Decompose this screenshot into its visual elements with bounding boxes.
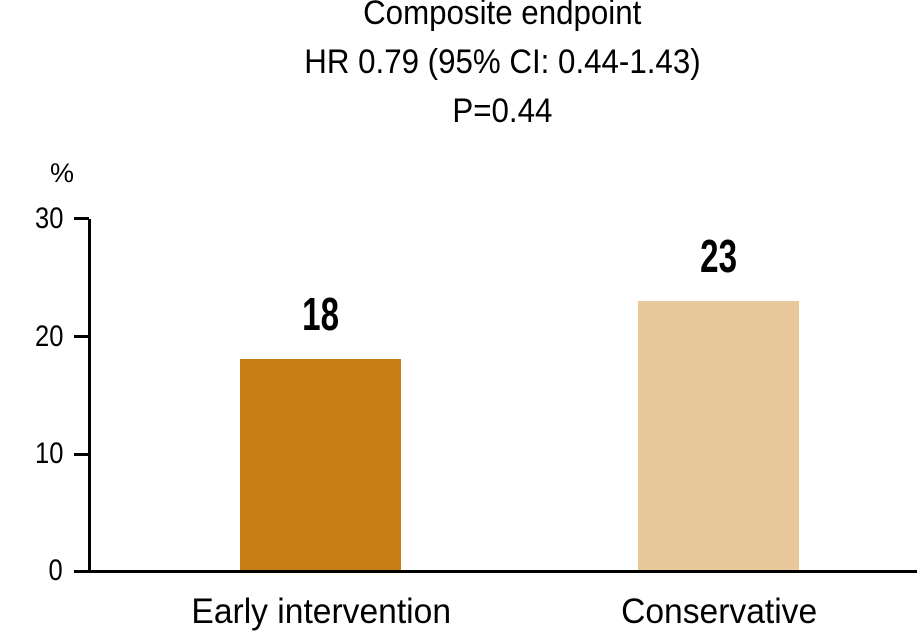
chart-title-text-3: P=0.44 [452, 92, 553, 130]
chart-title-line-1: Composite endpoint [88, 0, 917, 38]
y-axis [88, 219, 91, 573]
chart-title-text-2: HR 0.79 (95% CI: 0.44-1.43) [304, 43, 701, 81]
x-category-label-early-intervention: Early intervention [191, 592, 451, 631]
y-tick-mark-10 [74, 453, 89, 456]
y-tick-label-0: 0 [48, 554, 63, 587]
bar-value-label-early-intervention: 18 [302, 288, 339, 341]
y-tick-label-20: 20 [34, 320, 63, 353]
bar-conservative [638, 300, 799, 570]
y-tick-mark-20 [74, 335, 89, 338]
bar-group-early-intervention: 18 [240, 219, 401, 570]
bar-early-intervention [240, 359, 401, 570]
chart-title-line-2: HR 0.79 (95% CI: 0.44-1.43) [88, 38, 917, 87]
chart-title-line-3: P=0.44 [88, 87, 917, 136]
y-tick-label-30: 30 [34, 202, 63, 235]
y-tick-mark-30 [74, 217, 89, 220]
chart-title-text-1: Composite endpoint [363, 0, 642, 32]
bar-group-conservative: 23 [638, 219, 799, 570]
y-tick-label-10: 10 [34, 437, 63, 470]
bar-value-label-conservative: 23 [700, 229, 737, 282]
x-axis [74, 570, 917, 573]
y-axis-unit-label: % [49, 158, 74, 188]
chart-title: Composite endpoint HR 0.79 (95% CI: 0.44… [88, 0, 917, 136]
x-category-label-conservative: Conservative [620, 592, 818, 631]
